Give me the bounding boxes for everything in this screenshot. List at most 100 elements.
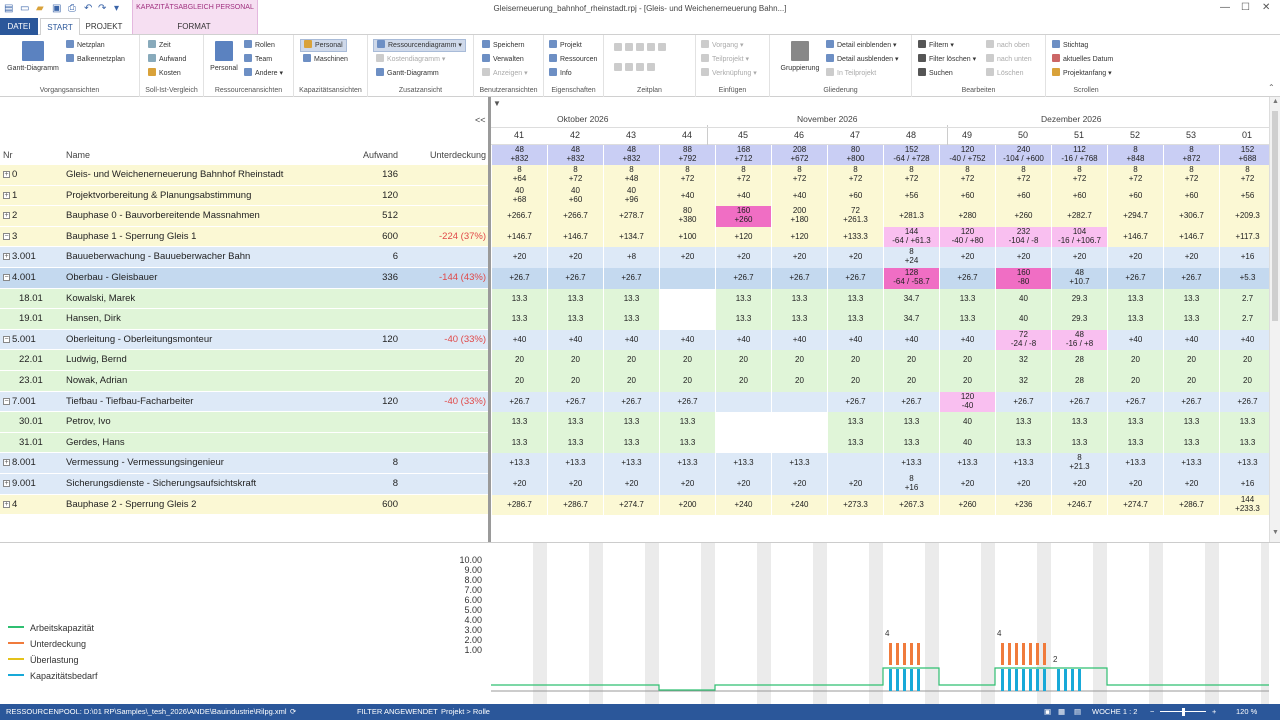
scroll-thumb[interactable] [1272, 111, 1278, 321]
week-label[interactable]: 51 [1073, 130, 1084, 140]
week-label[interactable]: 49 [961, 130, 972, 140]
verwalten-button[interactable]: Verwalten [482, 54, 524, 65]
grid-cell[interactable]: +26.7 [1108, 268, 1163, 289]
close-icon[interactable]: ✕ [1262, 2, 1271, 13]
vertical-scrollbar[interactable]: ▲ ▼ [1269, 97, 1280, 542]
grid-cell[interactable]: +40 [716, 329, 771, 351]
andere-button[interactable]: Andere ▾ [244, 68, 283, 79]
grid-cell[interactable]: +16 [1220, 474, 1269, 495]
week-label[interactable]: 50 [1017, 130, 1028, 140]
grid-cell[interactable]: +20 [996, 474, 1051, 495]
grid-cell[interactable]: 160 +260 [716, 206, 771, 227]
week-label[interactable]: 44 [681, 130, 692, 140]
grid-cell[interactable]: 34.7 [884, 288, 939, 310]
grid-cell[interactable]: +26.7 [884, 391, 939, 413]
zeit-button[interactable]: Zeit [148, 40, 171, 51]
teilprojekt-insert-button[interactable]: Teilprojekt ▾ [701, 54, 749, 65]
grid-cell[interactable]: 2.7 [1220, 288, 1269, 310]
team-button[interactable]: Team [244, 54, 272, 65]
scroll-down-icon[interactable]: ▼ [1272, 529, 1279, 536]
grid-cell[interactable]: +13.3 [1220, 453, 1269, 474]
grid-cell[interactable]: 20 [660, 371, 715, 392]
capacity-summary-cell[interactable]: 208 +672 [772, 145, 827, 165]
expand-toggle-icon[interactable]: − [3, 335, 10, 343]
grid-cell[interactable]: 13.3 [492, 412, 547, 433]
grid-cell[interactable]: +20 [604, 474, 659, 495]
grid-cell[interactable]: +20 [940, 474, 995, 495]
grid-cell[interactable]: +306.7 [1164, 206, 1219, 227]
grid-cell[interactable] [660, 309, 715, 330]
expand-toggle-icon[interactable]: + [3, 253, 10, 261]
save-icon[interactable]: ▣ [52, 3, 62, 14]
aufwand-button[interactable]: Aufwand [148, 54, 186, 65]
grid-cell[interactable]: 8 +72 [772, 165, 827, 186]
grid-cell[interactable]: +60 [1108, 185, 1163, 207]
info-button[interactable]: Info [549, 68, 572, 79]
gantt-button[interactable]: Gantt-Diagramm [6, 41, 60, 74]
grid-cell[interactable]: 20 [940, 350, 995, 371]
grid-cell[interactable]: 13.3 [1108, 432, 1163, 454]
grid-cell[interactable]: +16 [1220, 247, 1269, 268]
grid-cell[interactable]: +40 [492, 329, 547, 351]
capacity-summary-cell[interactable]: 120 -40 / +752 [940, 145, 995, 165]
table-row[interactable]: +3.001 Bauueberwachung - Bauueberwacher B… [0, 247, 488, 268]
grid-cell[interactable]: 8 +72 [660, 165, 715, 186]
grid-cell[interactable]: +274.7 [604, 494, 659, 516]
grid-cell[interactable]: +26.7 [1052, 391, 1107, 413]
capacity-summary-cell[interactable]: 152 -64 / +728 [884, 145, 939, 165]
maschinen-button[interactable]: Maschinen [303, 54, 348, 65]
grid-cell[interactable]: 13.3 [884, 432, 939, 454]
grid-cell[interactable]: +20 [660, 247, 715, 268]
grid-cell[interactable]: 20 [1108, 350, 1163, 371]
week-label[interactable]: 41 [513, 130, 524, 140]
grid-cell[interactable]: +20 [1164, 474, 1219, 495]
grid-cell[interactable]: 13.3 [1052, 412, 1107, 433]
grid-cell[interactable]: +20 [772, 474, 827, 495]
grid-cell[interactable]: 13.3 [492, 432, 547, 454]
grid-cell[interactable]: 48 -16 / +8 [1052, 329, 1107, 351]
grid-cell[interactable]: 8 +72 [828, 165, 883, 186]
grid-cell[interactable]: 8 +72 [1220, 165, 1269, 186]
grid-cell[interactable]: 20 [828, 371, 883, 392]
week-label[interactable]: 45 [737, 130, 748, 140]
zeitplan-percent-buttons[interactable] [614, 43, 669, 54]
grid-cell[interactable]: +40 [884, 329, 939, 351]
table-row[interactable]: +8.001 Vermessung - Vermessungsingenieur 8 [0, 453, 488, 474]
grid-cell[interactable]: 13.3 [716, 288, 771, 310]
col-header-name[interactable]: Name [66, 150, 91, 160]
grid-cell[interactable]: +26.7 [604, 268, 659, 289]
grid-cell[interactable]: +26.7 [996, 391, 1051, 413]
grid-cell[interactable]: 13.3 [1052, 432, 1107, 454]
grid-cell[interactable]: 29.3 [1052, 309, 1107, 330]
grid-cell[interactable]: +20 [828, 247, 883, 268]
grid-cell[interactable]: +13.3 [492, 453, 547, 474]
week-label[interactable]: 42 [569, 130, 580, 140]
capacity-summary-cell[interactable]: 8 +872 [1164, 145, 1219, 165]
zoom-out-icon[interactable]: − [1150, 707, 1155, 716]
grid-cell[interactable]: +13.3 [1164, 453, 1219, 474]
grid-cell[interactable]: 8 +72 [716, 165, 771, 186]
capacity-summary-cell[interactable]: 112 -16 / +768 [1052, 145, 1107, 165]
gruppierung-button[interactable]: Gruppierung [776, 41, 824, 74]
grid-cell[interactable]: +134.7 [604, 226, 659, 248]
grid-cell[interactable]: +26.7 [660, 391, 715, 413]
grid-cell[interactable]: +8 [604, 247, 659, 268]
grid-cell[interactable]: 20 [772, 350, 827, 371]
grid-cell[interactable]: 20 [548, 350, 603, 371]
grid-cell[interactable]: +26.7 [492, 268, 547, 289]
table-row[interactable]: −4.001 Oberbau - Gleisbauer 336 -144 (43%) [0, 268, 488, 289]
grid-cell[interactable]: 232 -104 / -8 [996, 226, 1051, 248]
grid-cell[interactable]: +240 [772, 494, 827, 516]
grid-cell[interactable]: 13.3 [716, 309, 771, 330]
table-row[interactable]: 30.01 Petrov, Ivo [0, 412, 488, 433]
grid-cell[interactable]: +40 [828, 329, 883, 351]
grid-cell[interactable]: 13.3 [884, 412, 939, 433]
expand-toggle-icon[interactable]: − [3, 397, 10, 405]
grid-cell[interactable]: 20 [1164, 371, 1219, 392]
grid-cell[interactable]: 20 [1164, 350, 1219, 371]
grid-cell[interactable]: +278.7 [604, 206, 659, 227]
grid-cell[interactable]: +13.3 [660, 453, 715, 474]
personal-view-button[interactable]: Personal [208, 41, 240, 74]
expand-toggle-icon[interactable]: + [3, 500, 10, 508]
grid-cell[interactable]: +40 [604, 329, 659, 351]
